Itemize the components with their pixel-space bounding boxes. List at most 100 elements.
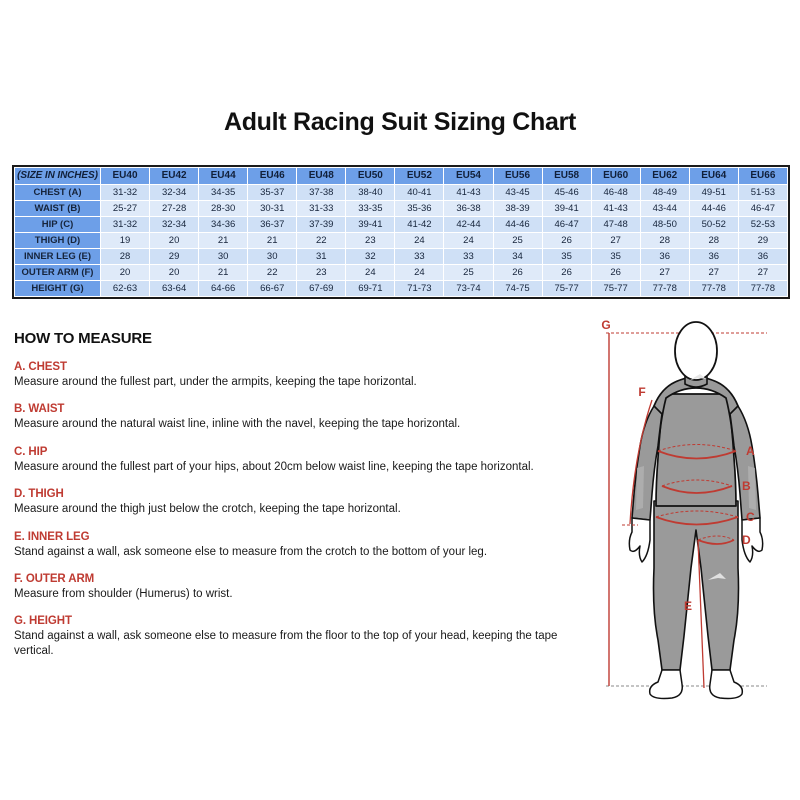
cell-6-1: 63-64 — [149, 280, 200, 297]
cell-6-3: 66-67 — [247, 280, 298, 297]
cell-0-2: 34-35 — [198, 184, 249, 201]
column-header-eu60: EU60 — [590, 167, 641, 185]
how-to-measure-section: HOW TO MEASURE A. CHEST Measure around th… — [14, 330, 580, 672]
cell-2-6: 41-42 — [394, 216, 445, 233]
cell-5-6: 24 — [394, 264, 445, 281]
hip-measure-line — [655, 516, 739, 526]
label-e: E — [684, 599, 692, 613]
cell-1-0: 25-27 — [99, 200, 151, 217]
cell-3-5: 23 — [345, 232, 396, 249]
measure-item-title: E. INNER LEG — [14, 530, 90, 543]
brand-logo-leg-icon — [708, 573, 726, 580]
cell-5-13: 27 — [737, 264, 789, 281]
cell-3-3: 21 — [247, 232, 298, 249]
cell-0-0: 31-32 — [99, 184, 151, 201]
cell-2-0: 31-32 — [99, 216, 151, 233]
label-c: C — [746, 510, 755, 524]
column-header-eu64: EU64 — [688, 167, 739, 185]
cell-6-12: 77-78 — [688, 280, 739, 297]
body-measurement-diagram: G — [601, 318, 767, 700]
measure-item: B. WAIST Measure around the natural waist… — [14, 403, 580, 431]
measure-item-text: Stand against a wall, ask someone else t… — [14, 545, 488, 558]
cell-3-9: 26 — [541, 232, 592, 249]
column-header-eu58: EU58 — [541, 167, 592, 185]
cell-2-1: 32-34 — [149, 216, 200, 233]
right-arm-stripe — [748, 466, 756, 510]
left-foot-shape — [648, 669, 684, 700]
cell-2-2: 34-36 — [198, 216, 249, 233]
cell-1-5: 33-35 — [345, 200, 396, 217]
measure-item-text: Measure around the natural waist line, i… — [14, 418, 461, 431]
row-label: OUTER ARM (F) — [14, 264, 101, 281]
cell-4-2: 30 — [198, 248, 249, 265]
cell-1-4: 31-33 — [296, 200, 347, 217]
cell-0-11: 48-49 — [639, 184, 690, 201]
cell-3-0: 19 — [99, 232, 151, 249]
cell-4-9: 35 — [541, 248, 592, 265]
label-b: B — [742, 479, 751, 493]
cell-1-6: 35-36 — [394, 200, 445, 217]
table-row: CHEST (A) 31-32 32-34 34-35 35-37 37-38 38-40 4… — [14, 184, 789, 201]
cell-6-7: 73-74 — [443, 280, 494, 297]
cell-6-9: 75-77 — [541, 280, 592, 297]
inner-leg-measure-line — [697, 539, 705, 689]
table-row: WAIST (B) 25-27 27-28 28-30 30-31 31-33 33-35 3… — [14, 200, 789, 217]
page-title: Adult Racing Suit Sizing Chart — [223, 108, 577, 136]
measure-item: C. HIP Measure around the fullest part of… — [14, 446, 580, 474]
column-header-eu44: EU44 — [198, 167, 249, 185]
row-label: CHEST (A) — [14, 184, 101, 201]
column-header-eu56: EU56 — [492, 167, 543, 185]
cell-1-10: 41-43 — [590, 200, 641, 217]
cell-1-3: 30-31 — [247, 200, 298, 217]
column-header-eu48: EU48 — [296, 167, 347, 185]
cell-4-1: 29 — [149, 248, 200, 265]
size-table-container: (SIZE IN INCHES) EU40 EU42 EU44 EU46 EU48 EU5… — [12, 165, 790, 299]
cell-4-10: 35 — [590, 248, 641, 265]
cell-4-11: 36 — [639, 248, 690, 265]
cell-5-4: 23 — [296, 264, 347, 281]
column-header-eu54: EU54 — [443, 167, 494, 185]
column-header-eu50: EU50 — [345, 167, 396, 185]
waist-measure-line — [661, 485, 733, 494]
cell-4-6: 33 — [394, 248, 445, 265]
cell-2-5: 39-41 — [345, 216, 396, 233]
cell-6-13: 77-78 — [737, 280, 789, 297]
measure-item-title: G. HEIGHT — [14, 615, 72, 628]
cell-2-3: 36-37 — [247, 216, 298, 233]
cell-2-10: 47-48 — [590, 216, 641, 233]
cell-5-10: 26 — [590, 264, 641, 281]
cell-2-11: 48-50 — [639, 216, 690, 233]
thigh-measure-line — [697, 539, 735, 545]
cell-3-12: 28 — [688, 232, 739, 249]
cell-1-11: 43-44 — [639, 200, 690, 217]
cell-3-8: 25 — [492, 232, 543, 249]
cell-4-8: 34 — [492, 248, 543, 265]
cell-3-11: 28 — [639, 232, 690, 249]
left-arm-stripe — [636, 466, 644, 510]
chest-measure-dashed — [657, 444, 737, 452]
cell-2-9: 46-47 — [541, 216, 592, 233]
measure-item: E. INNER LEG Stand against a wall, ask so… — [14, 531, 580, 559]
table-body: CHEST (A) 31-32 32-34 34-35 35-37 37-38 38-40 4… — [14, 184, 789, 297]
row-label: HIP (C) — [14, 216, 101, 233]
how-to-measure-heading: HOW TO MEASURE — [14, 330, 152, 347]
measure-item-text: Measure around the fullest part, under t… — [14, 376, 417, 388]
cell-4-4: 31 — [296, 248, 347, 265]
legs-shape — [652, 500, 740, 671]
column-header-eu42: EU42 — [149, 167, 200, 185]
cell-2-4: 37-39 — [296, 216, 347, 233]
measure-item: A. CHEST Measure around the fullest part,… — [14, 361, 580, 389]
table-row: HIP (C) 31-32 32-34 34-36 36-37 37-39 39-41 41-… — [14, 216, 789, 233]
chest-measure-line — [657, 450, 737, 460]
measure-item: F. OUTER ARM Measure from shoulder (Humer… — [14, 573, 580, 601]
measure-item-text: Measure around the fullest part of your … — [14, 460, 534, 473]
cell-5-11: 27 — [639, 264, 690, 281]
cell-5-12: 27 — [688, 264, 739, 281]
label-f: F — [638, 385, 645, 399]
cell-3-1: 20 — [149, 232, 200, 249]
measure-item-title: C. HIP — [14, 445, 48, 458]
head-shape — [674, 321, 718, 381]
cell-5-0: 20 — [99, 264, 151, 281]
table-row: INNER LEG (E) 28 29 30 30 31 32 33 33 34 35 35 36 36 3… — [14, 248, 789, 265]
